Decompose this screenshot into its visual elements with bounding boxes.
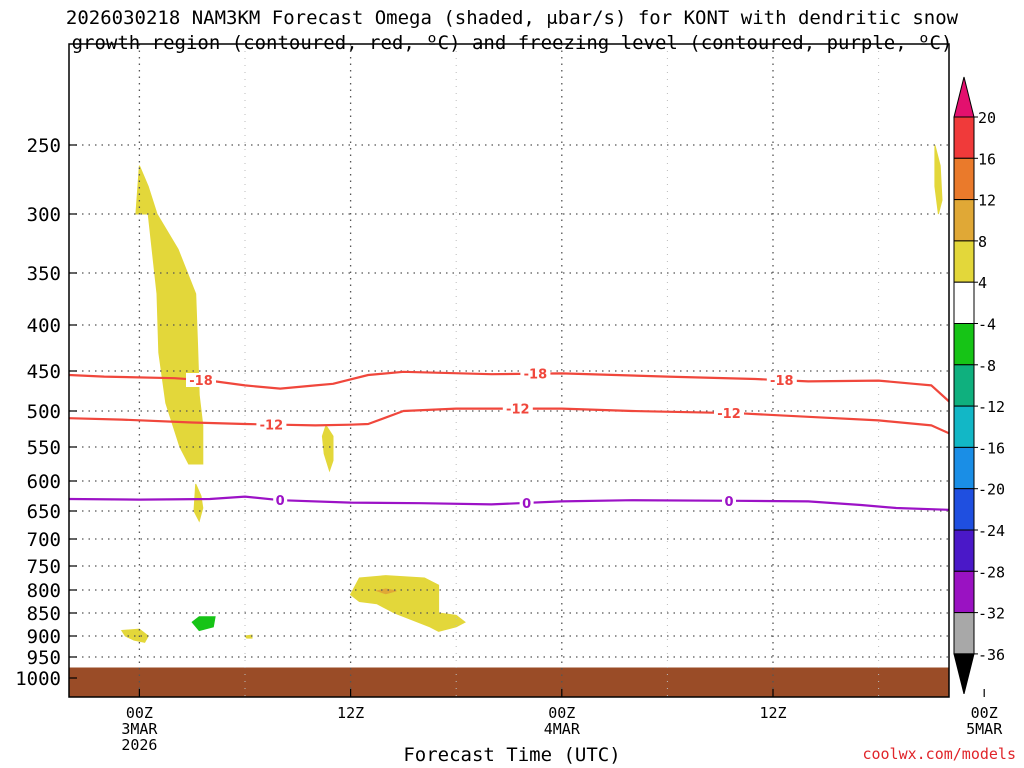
- colorbar-label-7: -12: [978, 398, 1005, 416]
- colorbar-swatch-10: [953, 488, 975, 531]
- x-tick-label-24-0: 00Z: [548, 704, 575, 722]
- colorbar-label-6: -8: [978, 357, 996, 375]
- colorbar-swatch-7: [953, 364, 975, 407]
- omega-shading-layer: [120, 144, 1006, 643]
- colorbar-label-2: 12: [978, 192, 996, 210]
- y-tick-label-450: 450: [27, 361, 61, 383]
- freezing-level-0-label-bg: [519, 495, 534, 510]
- y-tick-label-1000: 1000: [15, 668, 61, 690]
- grid-layer: [69, 44, 949, 697]
- colorbar-swatch-6: [953, 323, 975, 366]
- y-tick-label-650: 650: [27, 501, 61, 523]
- colorbar-label-11: -28: [978, 563, 1005, 581]
- y-tick-label-350: 350: [27, 263, 61, 285]
- colorbar-swatch-11: [953, 529, 975, 572]
- x-tick-label-36-0: 12Z: [759, 704, 786, 722]
- dendritic-minus18-label: -18: [524, 368, 548, 383]
- contour-layer: -18 -18 -18 -12 -12 -12 0 0 0: [69, 366, 949, 512]
- dendritic-minus12-label: -12: [717, 407, 741, 422]
- freezing-level-0-line: [69, 495, 949, 511]
- colorbar-top-triangle: [953, 76, 975, 118]
- dendritic-minus18-label: -18: [770, 374, 794, 389]
- colorbar-label-3: 8: [978, 233, 987, 251]
- freezing-level-0-label: 0: [724, 495, 733, 510]
- omega-pos-low-left-2: [244, 634, 253, 639]
- colorbar: 20 16 12 8 4 -4 -8 -12 -16 -20 -24 -28 -32 -36: [953, 76, 1005, 695]
- colorbar-swatch-2: [953, 157, 975, 201]
- y-axis: 2503003504004505005506006507007508008509…: [15, 135, 77, 690]
- y-tick-label-750: 750: [27, 556, 61, 578]
- omega-pos-streak-left: [193, 483, 204, 523]
- colorbar-label-12: -32: [978, 605, 1005, 623]
- y-tick-label-550: 550: [27, 437, 61, 459]
- x-tick-label-0-2: 2026: [121, 736, 157, 754]
- credit-text: coolwx.com/models: [862, 745, 1016, 763]
- colorbar-swatch-1: [953, 116, 975, 159]
- dendritic-minus12-label: -12: [260, 419, 284, 434]
- colorbar-swatch-13: [953, 612, 975, 655]
- colorbar-bottom-triangle: [953, 653, 975, 695]
- x-axis-title: Forecast Time (UTC): [403, 744, 621, 766]
- omega-pos-streak-12z: [321, 424, 334, 473]
- y-tick-label-500: 500: [27, 401, 61, 423]
- colorbar-swatch-9: [953, 446, 975, 490]
- chart-title: 2026030218 NAM3KM Forecast Omega (shaded…: [0, 6, 1024, 56]
- colorbar-swatch-12: [953, 570, 975, 614]
- omega-pos-blob-low: [349, 575, 466, 632]
- colorbar-swatch-4: [953, 240, 975, 283]
- dendritic-minus18-label-bg: [766, 373, 797, 388]
- dendritic-minus12-label: -12: [506, 403, 530, 418]
- colorbar-swatch-3: [953, 199, 975, 242]
- colorbar-swatch-5: [953, 281, 975, 325]
- colorbar-label-0: 20: [978, 109, 996, 127]
- colorbar-label-8: -16: [978, 439, 1005, 457]
- freezing-level-0-label-bg: [273, 493, 288, 508]
- dendritic-minus18-line: [69, 370, 949, 403]
- y-tick-label-950: 950: [27, 647, 61, 669]
- y-tick-label-800: 800: [27, 580, 61, 602]
- dendritic-minus12-label-bg: [256, 417, 287, 432]
- dendritic-minus12-label-bg: [502, 401, 533, 416]
- omega-pos-spike-right: [934, 144, 943, 215]
- y-tick-label-300: 300: [27, 204, 61, 226]
- x-tick-label-12-0: 12Z: [337, 704, 364, 722]
- chart-title-line2: growth region (contoured, red, ºC) and f…: [71, 32, 953, 54]
- surface: [69, 667, 949, 697]
- y-tick-label-250: 250: [27, 135, 61, 157]
- colorbar-label-10: -24: [978, 522, 1005, 540]
- colorbar-label-13: -36: [978, 646, 1005, 664]
- dendritic-minus12-line: [69, 407, 949, 435]
- x-tick-label-0-1: 3MAR: [121, 720, 158, 738]
- dendritic-minus12-label-bg: [714, 405, 744, 420]
- y-tick-label-600: 600: [27, 471, 61, 493]
- x-tick-label-48-1: 5MAR: [966, 720, 1003, 738]
- colorbar-label-9: -20: [978, 481, 1005, 499]
- dendritic-minus18-label-bg: [520, 366, 551, 381]
- colorbar-label-4: 4: [978, 274, 987, 292]
- x-tick-label-0-0: 00Z: [126, 704, 153, 722]
- dendritic-minus18-label: -18: [189, 374, 213, 389]
- y-tick-label-850: 850: [27, 603, 61, 625]
- chart-title-line1: 2026030218 NAM3KM Forecast Omega (shaded…: [65, 7, 959, 29]
- y-tick-label-900: 900: [27, 626, 61, 648]
- freezing-level-0-label: 0: [276, 494, 285, 509]
- colorbar-label-5: -4: [978, 316, 996, 334]
- dendritic-minus18-label-bg: [186, 373, 216, 387]
- y-tick-label-400: 400: [27, 315, 61, 337]
- freezing-level-0-label: 0: [522, 497, 531, 512]
- omega-neg-streak-right: [995, 496, 1006, 517]
- x-tick-label-24-1: 4MAR: [544, 720, 581, 738]
- omega-neg-blob-left: [191, 616, 216, 632]
- colorbar-swatch-8: [953, 405, 975, 448]
- omega-pos-column-left: [135, 165, 204, 465]
- colorbar-label-1: 16: [978, 150, 996, 168]
- x-tick-label-48-0: 00Z: [971, 704, 998, 722]
- y-tick-label-700: 700: [27, 529, 61, 551]
- ground-layer: [69, 667, 949, 697]
- freezing-level-0-label-bg: [722, 493, 736, 508]
